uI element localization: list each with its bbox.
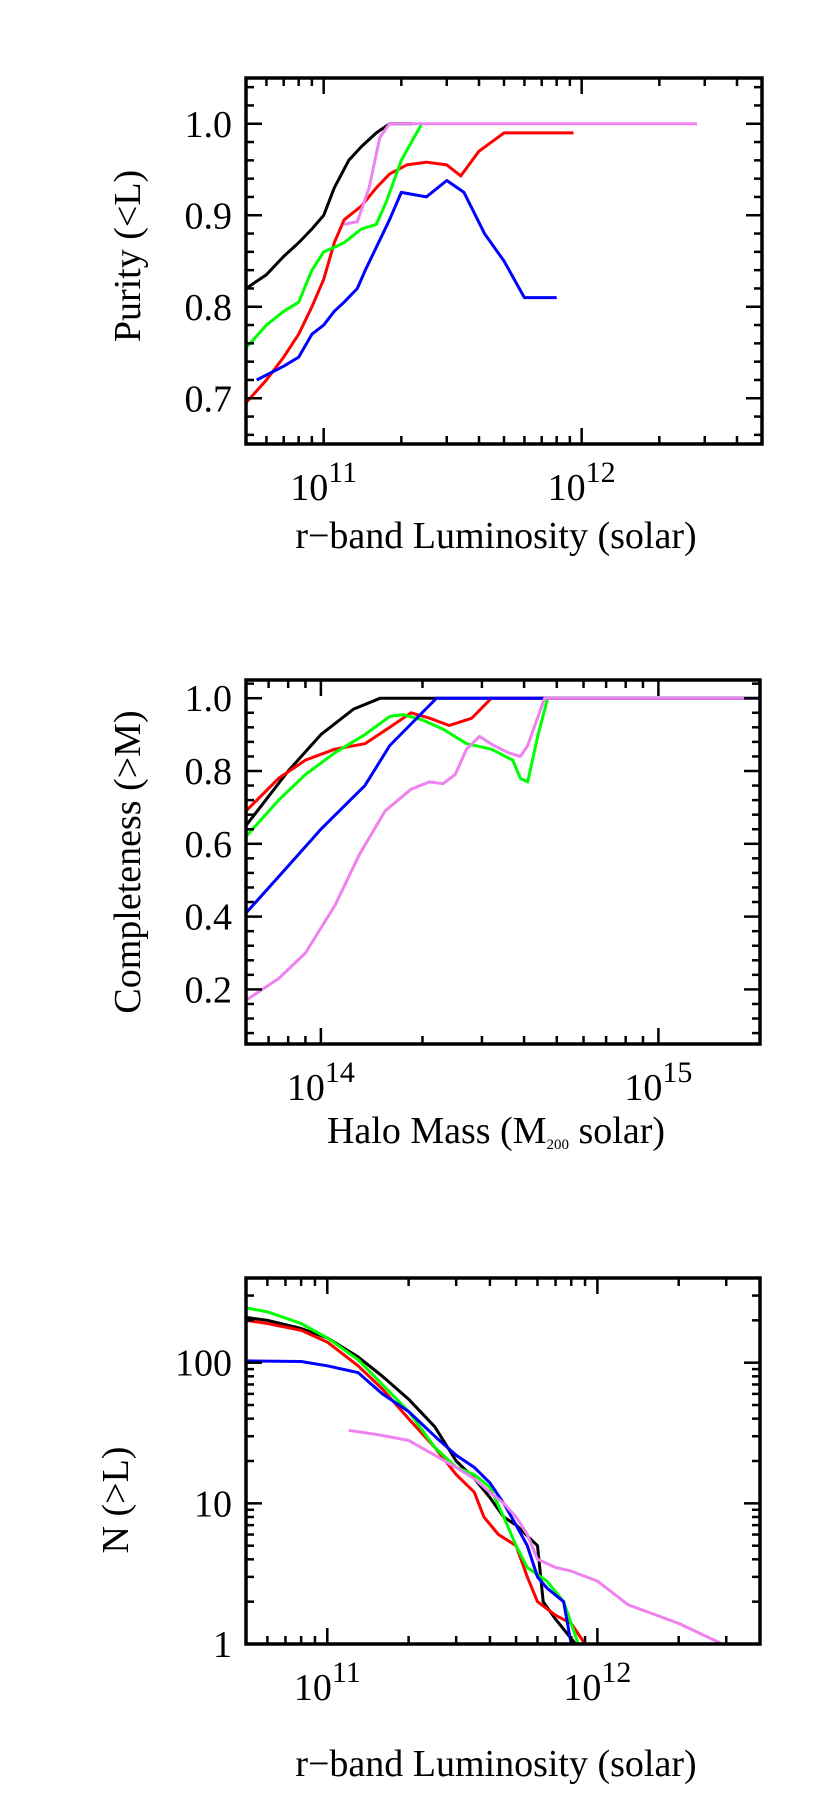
completeness-series-line-4 — [246, 696, 760, 915]
counts-y-axis-label: N (>L) — [95, 1447, 137, 1554]
completeness-y-tick-label: 0.2 — [185, 969, 233, 1011]
completeness-series-group — [246, 696, 760, 1002]
completeness-y-tick-label: 0.6 — [185, 824, 233, 866]
purity-x-axis-label: r−band Luminosity (solar) — [295, 515, 696, 557]
counts-y-tick-label: 100 — [175, 1343, 232, 1385]
purity-series-line-3 — [246, 123, 424, 349]
counts-series-line-5 — [348, 1428, 723, 1644]
purity-y-tick-label: 0.7 — [185, 378, 233, 420]
completeness-y-tick-label: 0.8 — [185, 751, 233, 793]
counts-series-group — [246, 1306, 723, 1644]
completeness-y-tick-label: 0.4 — [185, 897, 233, 939]
purity-panel: r−band Luminosity (solar) Purity (<L) 0.… — [107, 76, 764, 557]
completeness-panel: Halo Mass (M200 solar) Completeness (>M)… — [107, 678, 762, 1153]
purity-series-line-5 — [343, 122, 697, 226]
xlabel-tail: solar) — [569, 1110, 665, 1152]
counts-series-line-4 — [246, 1359, 573, 1644]
counts-series-line-2 — [246, 1318, 587, 1644]
purity-series-group — [246, 122, 697, 404]
counts-series-line-1 — [246, 1315, 577, 1644]
purity-y-tick-label: 1.0 — [185, 104, 233, 146]
purity-series-line-2 — [246, 131, 574, 404]
purity-series-line-1 — [246, 122, 412, 290]
completeness-plot-frame — [244, 678, 762, 1046]
completeness-x-tick-label: 1014 — [287, 1056, 355, 1109]
counts-panel: r−band Luminosity (solar) N (>L) 1 10 100 1… — [95, 1276, 762, 1785]
counts-x-tick-label: 1012 — [563, 1656, 631, 1709]
counts-x-tick-label: 1011 — [294, 1656, 361, 1709]
completeness-series-line-2 — [246, 696, 760, 813]
purity-plot-frame — [244, 76, 764, 446]
counts-series-line-3 — [246, 1306, 580, 1644]
counts-y-tick-label: 1 — [213, 1624, 232, 1666]
purity-y-tick-label: 0.8 — [185, 287, 233, 329]
completeness-series-line-3 — [246, 696, 760, 838]
counts-x-axis-label: r−band Luminosity (solar) — [295, 1743, 696, 1785]
completeness-y-axis-label: Completeness (>M) — [107, 710, 149, 1013]
counts-ticks — [244, 1276, 762, 1646]
purity-x-tick-label: 1012 — [548, 456, 616, 509]
purity-y-axis-label: Purity (<L) — [107, 170, 149, 342]
purity-y-tick-label: 0.9 — [185, 195, 233, 237]
counts-plot-frame — [244, 1276, 762, 1646]
purity-series-line-4 — [256, 179, 557, 382]
counts-y-tick-label: 10 — [194, 1483, 232, 1525]
completeness-x-axis-label: Halo Mass (M200 solar) — [327, 1110, 665, 1153]
completeness-x-tick-label: 1015 — [624, 1056, 692, 1109]
completeness-y-tick-label: 1.0 — [185, 678, 233, 720]
completeness-series-line-5 — [246, 696, 760, 1002]
purity-x-tick-label: 1011 — [290, 456, 357, 509]
xlabel-main: Halo Mass (M — [327, 1110, 547, 1152]
xlabel-subscript: 200 — [547, 1137, 570, 1153]
